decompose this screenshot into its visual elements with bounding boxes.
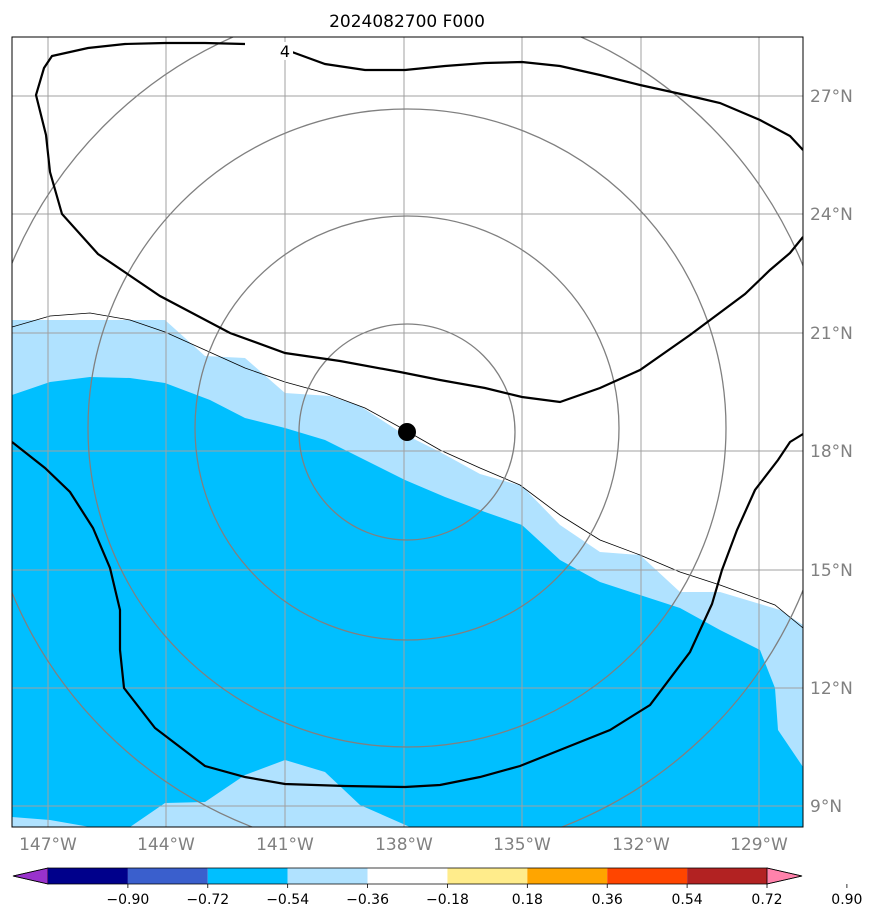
lon-label: 135°W bbox=[493, 835, 551, 855]
light-blue-pocket-left bbox=[12, 817, 90, 827]
lat-label: 9°N bbox=[810, 797, 842, 817]
storm-center-marker bbox=[398, 423, 416, 441]
range-rings bbox=[12, 37, 803, 827]
colorbar-tick-label: −0.36 bbox=[346, 892, 389, 908]
lon-label: 132°W bbox=[612, 835, 670, 855]
colorbar-segment bbox=[527, 868, 608, 884]
colorbar-tick-label: −0.90 bbox=[106, 892, 149, 908]
colorbar-tick-label: 0.72 bbox=[751, 892, 782, 908]
contour-label-background bbox=[277, 42, 293, 60]
colorbar-segment bbox=[766, 867, 803, 885]
lat-label: 24°N bbox=[810, 205, 853, 225]
colorbar-segment bbox=[127, 868, 208, 884]
lon-label: 144°W bbox=[137, 835, 195, 855]
contour-label: 4 bbox=[280, 42, 290, 61]
lon-label: 147°W bbox=[19, 835, 77, 855]
medium-blue-fill-region bbox=[12, 377, 803, 827]
colorbar-tick-label: −0.18 bbox=[426, 892, 469, 908]
longitude-labels: 147°W 144°W 141°W 138°W 135°W 132°W 129°… bbox=[19, 835, 788, 855]
colorbar-segment bbox=[48, 868, 128, 884]
colorbar-segment bbox=[447, 868, 528, 884]
lon-label: 129°W bbox=[730, 835, 788, 855]
colorbar-tick-label: −0.72 bbox=[186, 892, 229, 908]
colorbar-segment bbox=[287, 868, 368, 884]
colorbar-frame bbox=[12, 867, 803, 885]
contour-upper-right bbox=[291, 50, 803, 151]
light-blue-pocket-bottom bbox=[130, 760, 410, 827]
colorbar-tick-label: −0.54 bbox=[266, 892, 309, 908]
lon-label: 141°W bbox=[256, 835, 314, 855]
colorbar-segment bbox=[207, 868, 288, 884]
colorbar-segment bbox=[687, 868, 767, 884]
lat-label: 12°N bbox=[810, 679, 853, 699]
contour-lower bbox=[12, 433, 803, 789]
figure-title: 2024082700 F000 bbox=[329, 12, 485, 32]
colorbar-tick-label: 0.36 bbox=[592, 892, 623, 908]
colorbar: −0.90 −0.72 −0.54 −0.36 −0.18 0.18 0.36 0.54 0.7… bbox=[12, 867, 862, 908]
colorbar-segment bbox=[607, 868, 688, 884]
colorbar-tick-label: 0.54 bbox=[672, 892, 703, 908]
colorbar-tick-label: 0.18 bbox=[512, 892, 543, 908]
map-frame bbox=[11, 36, 804, 828]
lat-label: 27°N bbox=[810, 87, 853, 107]
latitude-labels: 27°N 24°N 21°N 18°N 15°N 12°N 9°N bbox=[810, 87, 853, 817]
lat-label: 18°N bbox=[810, 442, 853, 462]
lat-label: 21°N bbox=[810, 324, 853, 344]
colorbar-segment bbox=[367, 868, 448, 884]
lon-label: 138°W bbox=[375, 835, 433, 855]
colorbar-segment bbox=[12, 867, 49, 885]
map-area bbox=[12, 37, 803, 827]
lat-label: 15°N bbox=[810, 561, 853, 581]
contour-upper bbox=[34, 41, 803, 404]
colorbar-tick-label: 0.90 bbox=[831, 892, 862, 908]
